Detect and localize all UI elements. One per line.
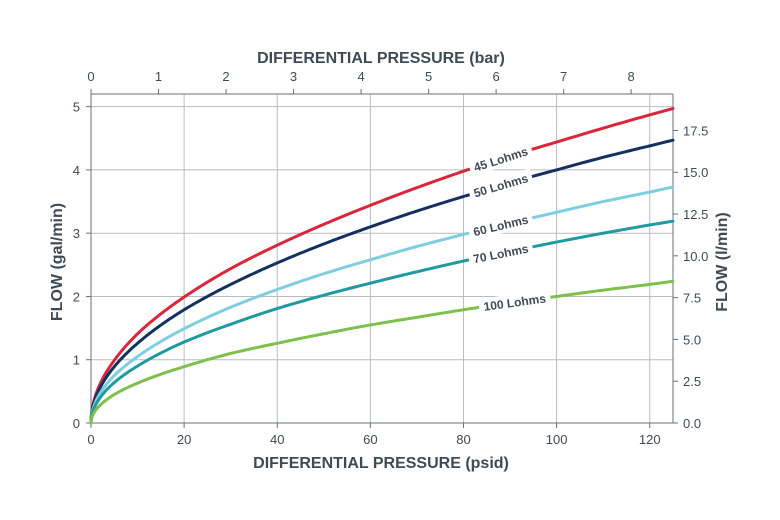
left-axis-title: FLOW (gal/min): [49, 203, 66, 321]
curves: [89, 107, 675, 425]
y-tick-label: 3: [73, 226, 80, 241]
top-axis-title: DIFFERENTIAL PRESSURE (bar): [257, 50, 505, 67]
y-tick-label: 5: [73, 100, 80, 115]
y2-tick-label: 17.5: [683, 123, 708, 138]
x2-tick-label: 8: [628, 69, 635, 84]
y2-tick-label: 2.5: [683, 374, 701, 389]
x2-tick-label: 7: [560, 69, 567, 84]
y-tick-label: 1: [73, 353, 80, 368]
x2-tick-label: 0: [87, 69, 94, 84]
x-tick-label: 0: [87, 432, 94, 447]
x-tick-label: 80: [456, 432, 470, 447]
y-tick-label: 4: [73, 163, 80, 178]
curve-label-group: 70 Lohms: [467, 239, 535, 268]
curve-label: 60 Lohms: [472, 212, 530, 239]
curve-label-bg: [477, 289, 552, 315]
curve-label-group: 60 Lohms: [467, 209, 535, 241]
y-tick-label: 0: [73, 416, 80, 431]
y2-tick-label: 7.5: [683, 291, 701, 306]
curve-label-bg: [467, 209, 535, 241]
x2-tick-label: 4: [357, 69, 364, 84]
x2-tick-label: 2: [222, 69, 229, 84]
right-axis-title: FLOW (l/min): [714, 212, 731, 312]
x2-tick-label: 3: [290, 69, 297, 84]
x-tick-label: 20: [177, 432, 191, 447]
y2-tick-label: 0.0: [683, 416, 701, 431]
y2-tick-label: 15.0: [683, 165, 708, 180]
x2-tick-label: 5: [425, 69, 432, 84]
y-tick-label: 2: [73, 289, 80, 304]
grid: [91, 94, 673, 423]
x2-tick-label: 6: [492, 69, 499, 84]
curve-label-bg: [467, 141, 535, 177]
curve-label-group: 100 Lohms: [477, 289, 552, 315]
bottom-axis-title: DIFFERENTIAL PRESSURE (psid): [253, 455, 509, 472]
y2-tick-label: 10.0: [683, 249, 708, 264]
curve-label: 100 Lohms: [483, 291, 547, 314]
x2-tick-label: 1: [155, 69, 162, 84]
curve-label: 50 Lohms: [472, 171, 530, 200]
y2-tick-label: 5.0: [683, 332, 701, 347]
x-tick-label: 100: [546, 432, 568, 447]
x-tick-label: 120: [639, 432, 661, 447]
series-line-45-lohms: [89, 107, 675, 425]
y2-tick-label: 12.5: [683, 207, 708, 222]
curve-label-bg: [467, 239, 535, 268]
curve-label-bg: [467, 168, 535, 203]
x-tick-label: 60: [363, 432, 377, 447]
x-tick-label: 40: [270, 432, 284, 447]
